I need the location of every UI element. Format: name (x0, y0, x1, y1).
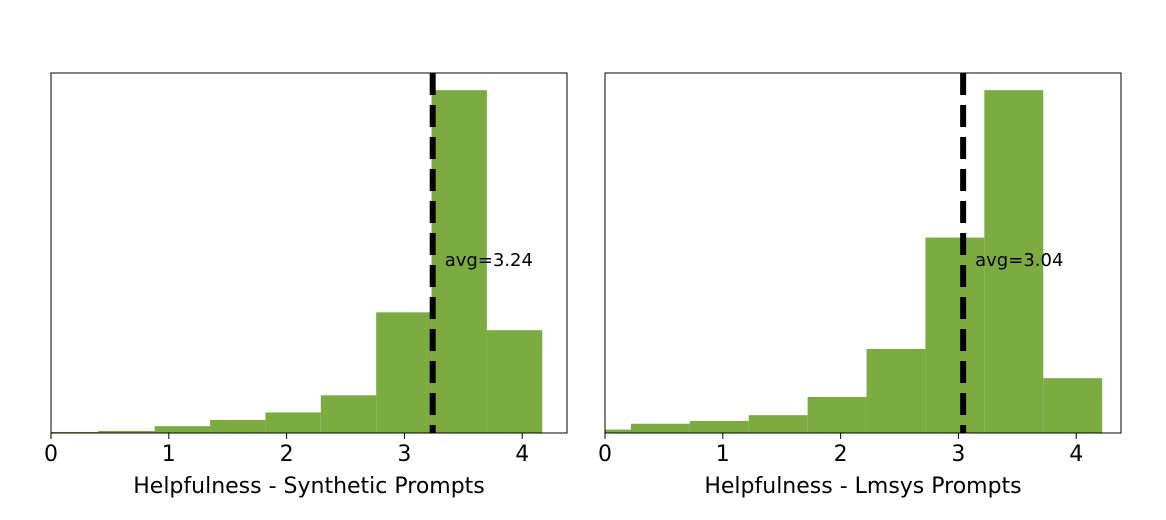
x-tick-label: 0 (598, 442, 612, 467)
histogram-bar (486, 330, 543, 433)
x-tick-label: 2 (280, 442, 294, 467)
histogram-bar (689, 421, 749, 433)
x-tick-label: 4 (1069, 442, 1083, 467)
histogram-panel-1: avg=3.24 0 1 2 3 4 Helpfulness - Synthetic Pro… (44, 72, 568, 499)
histogram-bar (1043, 378, 1103, 433)
x-tick-label: 1 (716, 442, 730, 467)
histogram-bar (605, 429, 631, 433)
x-tick-label: 3 (951, 442, 965, 467)
histogram-bar (376, 312, 432, 433)
axes-frame (50, 72, 568, 434)
histogram-bar (154, 426, 211, 433)
mean-label: avg=3.24 (445, 250, 533, 271)
x-tick-label: 4 (515, 442, 529, 467)
axes-frame (604, 72, 1122, 434)
histogram-bar (748, 415, 808, 433)
x-tick-label: 0 (44, 442, 58, 467)
histogram-bar (630, 423, 690, 433)
x-axis-label: Helpfulness - Lmsys Prompts (704, 474, 1021, 499)
histogram-bar (265, 412, 321, 433)
histogram-bar (807, 397, 867, 433)
histogram-bar (431, 90, 487, 434)
mean-label: avg=3.04 (975, 250, 1063, 271)
x-tick-label: 2 (834, 442, 848, 467)
x-tick-label: 3 (397, 442, 411, 467)
histogram-panel-2: avg=3.04 0 1 2 3 4 Helpfulness - Lmsys Prompts (598, 72, 1122, 499)
histogram-bar (210, 419, 266, 433)
histogram-bar (51, 431, 99, 433)
x-axis-label: Helpfulness - Synthetic Prompts (133, 474, 485, 499)
histogram-bar (98, 430, 155, 433)
histogram-bar (866, 349, 926, 433)
x-tick-label: 1 (162, 442, 176, 467)
histogram-bar (320, 395, 377, 433)
histogram-bar (984, 90, 1044, 434)
histogram-bar (925, 237, 985, 433)
